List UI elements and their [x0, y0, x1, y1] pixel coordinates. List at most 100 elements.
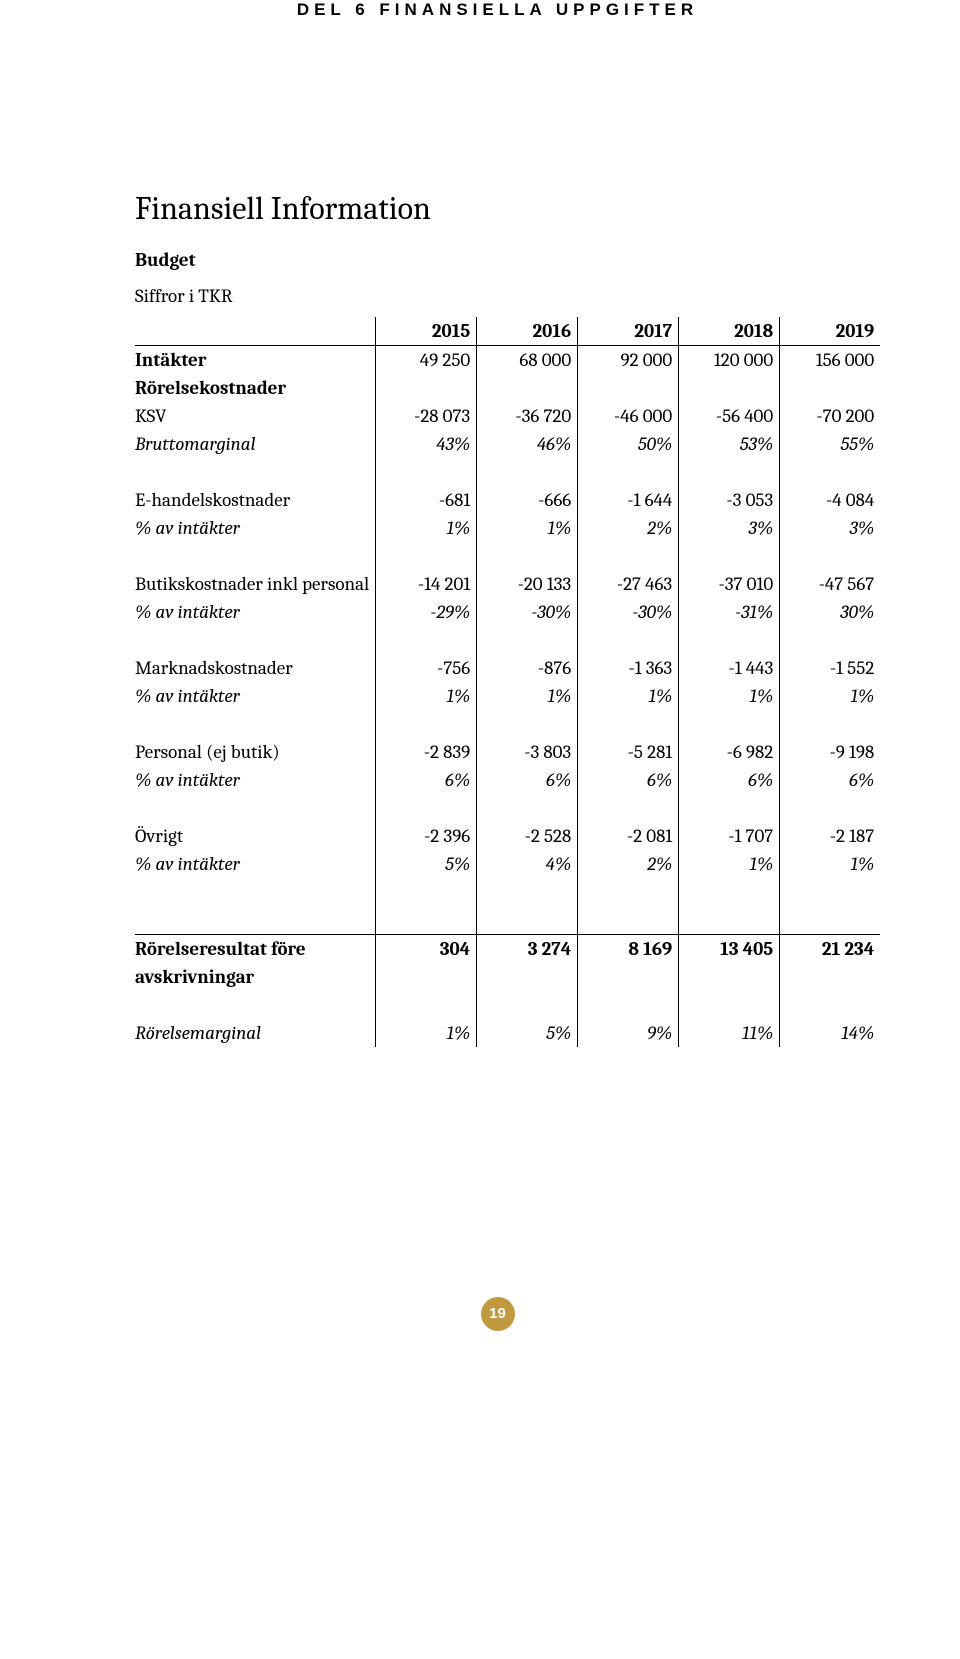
cell-value: 1% — [780, 682, 881, 710]
cell-value: -29% — [376, 598, 477, 626]
table-row: Butikskostnader inkl personal-14 201-20 … — [135, 570, 880, 598]
cell-value — [780, 906, 881, 935]
cell-value: -28 073 — [376, 402, 477, 430]
row-label: % av intäkter — [135, 682, 376, 710]
cell-value: -14 201 — [376, 570, 477, 598]
cell-value — [477, 542, 578, 570]
row-label — [135, 710, 376, 738]
cell-value — [679, 963, 780, 991]
cell-value: 120 000 — [679, 346, 780, 375]
financial-table: 20152016201720182019Intäkter49 25068 000… — [135, 317, 880, 1047]
cell-value: -1 707 — [679, 822, 780, 850]
table-row: Intäkter49 25068 00092 000120 000156 000 — [135, 346, 880, 375]
cell-value: 9% — [578, 1019, 679, 1047]
cell-value — [477, 991, 578, 1019]
cell-value — [376, 374, 477, 402]
cell-value: 1% — [578, 682, 679, 710]
row-label: % av intäkter — [135, 850, 376, 878]
cell-value: 68 000 — [477, 346, 578, 375]
table-row: Marknadskostnader-756-876-1 363-1 443-1 … — [135, 654, 880, 682]
cell-value — [376, 542, 477, 570]
cell-value: -2 528 — [477, 822, 578, 850]
cell-value: 3 274 — [477, 935, 578, 964]
row-label: Rörelseresultat före — [135, 935, 376, 964]
cell-value: 6% — [679, 766, 780, 794]
table-row: % av intäkter1%1%2%3%3% — [135, 514, 880, 542]
cell-value: -4 084 — [780, 486, 881, 514]
cell-value: 49 250 — [376, 346, 477, 375]
cell-value — [578, 710, 679, 738]
page-number-badge: 19 — [481, 1297, 515, 1331]
summary-row: Rörelseresultat före3043 2748 16913 4052… — [135, 935, 880, 964]
cell-value — [679, 626, 780, 654]
document-page: DEL 6 FINANSIELLA UPPGIFTER Finansiell I… — [0, 0, 960, 1391]
cell-value — [578, 626, 679, 654]
table-row: % av intäkter1%1%1%1%1% — [135, 682, 880, 710]
cell-value — [376, 458, 477, 486]
cell-value: 14% — [780, 1019, 881, 1047]
cell-value: -876 — [477, 654, 578, 682]
table-header-row: 20152016201720182019 — [135, 317, 880, 346]
cell-value: -46 000 — [578, 402, 679, 430]
cell-value: 3% — [679, 514, 780, 542]
row-label: Intäkter — [135, 346, 376, 375]
cell-value — [780, 991, 881, 1019]
row-label: Personal (ej butik) — [135, 738, 376, 766]
row-label — [135, 878, 376, 906]
row-label — [135, 794, 376, 822]
cell-value: -9 198 — [780, 738, 881, 766]
row-label — [135, 991, 376, 1019]
cell-value: -27 463 — [578, 570, 679, 598]
row-label: E-handelskostnader — [135, 486, 376, 514]
cell-value: 6% — [780, 766, 881, 794]
cell-value — [376, 906, 477, 935]
row-label: KSV — [135, 402, 376, 430]
table-row: % av intäkter5%4%2%1%1% — [135, 850, 880, 878]
table-row: Övrigt-2 396-2 528-2 081-1 707-2 187 — [135, 822, 880, 850]
cell-value: -2 187 — [780, 822, 881, 850]
cell-value: 4% — [477, 850, 578, 878]
row-label: Övrigt — [135, 822, 376, 850]
row-label — [135, 906, 376, 935]
cell-value: -70 200 — [780, 402, 881, 430]
cell-value — [578, 374, 679, 402]
cell-value — [578, 458, 679, 486]
section-header: DEL 6 FINANSIELLA UPPGIFTER — [135, 0, 860, 20]
cell-value — [578, 963, 679, 991]
table-row: Bruttomarginal43%46%50%53%55% — [135, 430, 880, 458]
row-label: % av intäkter — [135, 598, 376, 626]
row-label — [135, 317, 376, 346]
cell-value: -31% — [679, 598, 780, 626]
cell-value — [477, 878, 578, 906]
row-label: % av intäkter — [135, 766, 376, 794]
cell-value: 30% — [780, 598, 881, 626]
cell-value — [477, 906, 578, 935]
cell-value: -666 — [477, 486, 578, 514]
cell-value — [376, 878, 477, 906]
blank-row — [135, 542, 880, 570]
cell-value: 2% — [578, 514, 679, 542]
cell-value — [679, 991, 780, 1019]
cell-value: 1% — [477, 514, 578, 542]
year-header: 2018 — [679, 317, 780, 346]
summary-row: avskrivningar — [135, 963, 880, 991]
cell-value: 13 405 — [679, 935, 780, 964]
cell-value: -30% — [578, 598, 679, 626]
row-label — [135, 542, 376, 570]
cell-value — [477, 458, 578, 486]
blank-row — [135, 710, 880, 738]
cell-value: 1% — [376, 514, 477, 542]
row-label: % av intäkter — [135, 514, 376, 542]
spacer — [135, 20, 860, 190]
cell-value: 11% — [679, 1019, 780, 1047]
cell-value: 50% — [578, 430, 679, 458]
cell-value — [578, 794, 679, 822]
cell-value — [780, 794, 881, 822]
cell-value — [679, 794, 780, 822]
cell-value: -36 720 — [477, 402, 578, 430]
cell-value — [376, 794, 477, 822]
cell-value: -756 — [376, 654, 477, 682]
cell-value — [578, 906, 679, 935]
cell-value: -30% — [477, 598, 578, 626]
cell-value: 1% — [679, 682, 780, 710]
